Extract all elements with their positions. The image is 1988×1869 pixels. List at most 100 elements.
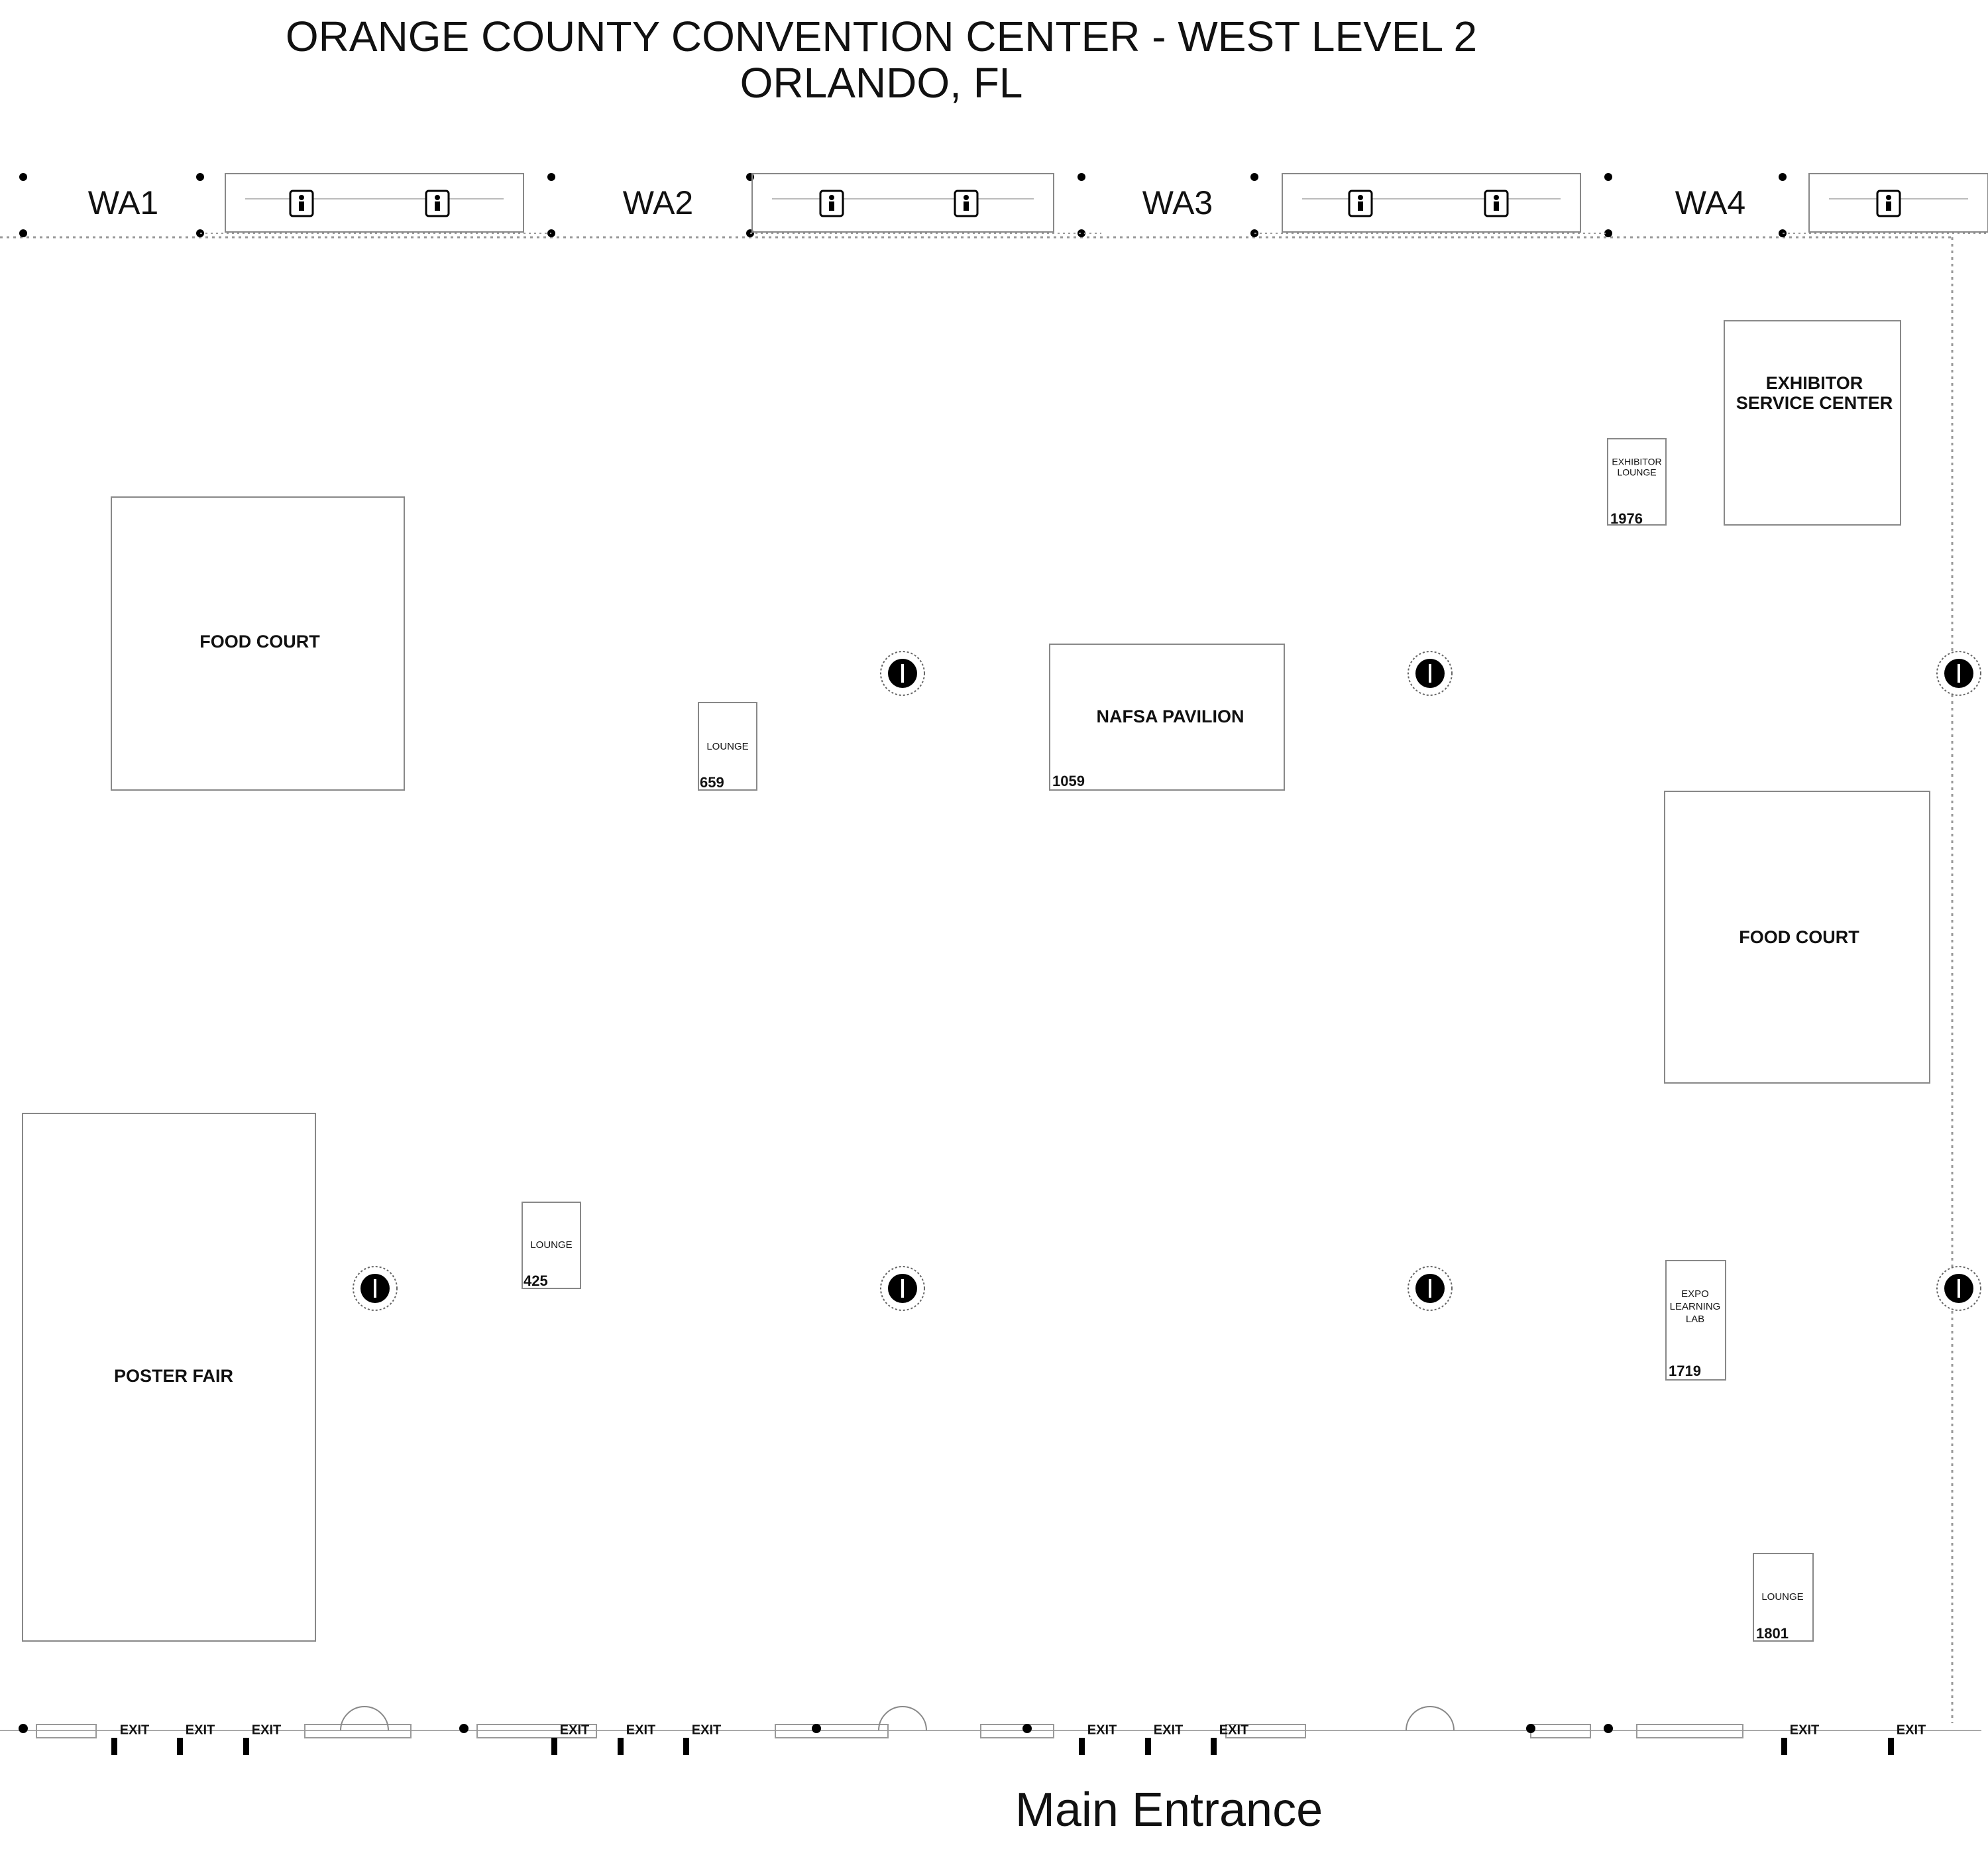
wall-post — [19, 1724, 28, 1733]
wall-post — [19, 173, 27, 181]
exit-door — [1211, 1738, 1217, 1755]
exit-label: EXIT — [626, 1723, 655, 1737]
booth-number: 1801 — [1756, 1625, 1789, 1642]
restroom-icon — [964, 195, 969, 200]
column — [1958, 664, 1960, 683]
wall-segment — [775, 1724, 889, 1738]
booth-number: 1719 — [1669, 1363, 1701, 1379]
booth-number: 1059 — [1052, 773, 1085, 789]
restroom-icon — [1494, 201, 1499, 211]
wall-post — [1022, 1724, 1032, 1733]
exit-door — [177, 1738, 183, 1755]
exit-label: EXIT — [252, 1723, 281, 1737]
room — [1724, 320, 1901, 526]
room-label: LOUNGE — [530, 1239, 572, 1251]
room-label: FOOD COURT — [199, 632, 320, 651]
room — [522, 1202, 581, 1289]
wall-post — [1604, 173, 1612, 181]
room-label: SERVICE CENTER — [1736, 393, 1893, 413]
service-core — [225, 173, 524, 233]
exit-door — [1145, 1738, 1151, 1755]
exit-label: EXIT — [560, 1723, 589, 1737]
exit-door — [1079, 1738, 1085, 1755]
room — [1753, 1553, 1814, 1642]
room-label: POSTER FAIR — [114, 1366, 233, 1386]
exit-label: EXIT — [1154, 1723, 1183, 1737]
booth-number: 1976 — [1610, 510, 1643, 527]
restroom-icon — [1358, 201, 1363, 211]
column — [1958, 1279, 1960, 1298]
exit-label: EXIT — [692, 1723, 721, 1737]
exit-door — [243, 1738, 249, 1755]
column — [901, 1279, 904, 1298]
subtitle: ORLANDO, FL — [740, 59, 1023, 107]
restroom-icon — [435, 195, 440, 200]
exit-label: EXIT — [120, 1723, 149, 1737]
wall-post — [1604, 229, 1612, 237]
restroom-icon — [829, 201, 834, 211]
wall-post — [812, 1724, 821, 1733]
vestibule — [1406, 1706, 1455, 1731]
room-label: LOUNGE — [706, 741, 748, 752]
restroom-icon — [435, 201, 440, 211]
wall-post — [459, 1724, 469, 1733]
exit-door — [1888, 1738, 1894, 1755]
restroom-icon — [1358, 195, 1363, 200]
booth-number: 659 — [700, 774, 724, 791]
room-label: LOUNGE — [1761, 1591, 1803, 1603]
room — [1049, 644, 1285, 791]
wall-post — [547, 173, 555, 181]
title: ORANGE COUNTY CONVENTION CENTER - WEST L… — [286, 13, 1477, 60]
restroom-icon — [299, 195, 304, 200]
exit-door — [1781, 1738, 1787, 1755]
exit-label: EXIT — [1790, 1723, 1819, 1737]
hall-label: WA4 — [1675, 184, 1746, 221]
wall-post — [1526, 1724, 1535, 1733]
room-label: LOUNGE — [1617, 467, 1656, 478]
wall-post — [1077, 229, 1085, 237]
wall-post — [1779, 173, 1787, 181]
room — [698, 702, 757, 791]
restroom-icon — [964, 201, 969, 211]
restroom-icon — [1886, 195, 1891, 200]
room — [1665, 1260, 1726, 1381]
vestibule — [878, 1706, 927, 1731]
wall-segment — [36, 1724, 97, 1738]
service-core — [1282, 173, 1581, 233]
exit-label: EXIT — [1897, 1723, 1926, 1737]
exit-door — [618, 1738, 624, 1755]
room-label: FOOD COURT — [1739, 927, 1859, 947]
column — [1429, 1279, 1431, 1298]
hall-label: WA2 — [623, 184, 694, 221]
column — [1429, 664, 1431, 683]
entrance-label: Main Entrance — [1015, 1784, 1323, 1837]
wall-post — [1250, 173, 1258, 181]
exit-label: EXIT — [1219, 1723, 1248, 1737]
service-core — [751, 173, 1054, 233]
service-core — [1808, 173, 1988, 233]
wall-segment — [476, 1724, 597, 1738]
room — [22, 1113, 316, 1642]
exit-label: EXIT — [1087, 1723, 1117, 1737]
wall-segment — [1636, 1724, 1743, 1738]
room-label: EXHIBITOR — [1766, 373, 1863, 393]
room — [1607, 438, 1667, 526]
wall-post — [1604, 1724, 1613, 1733]
wall-post — [1077, 173, 1085, 181]
exit-door — [683, 1738, 689, 1755]
room-label: NAFSA PAVILION — [1096, 707, 1244, 726]
exit-door — [551, 1738, 557, 1755]
hall-label: WA1 — [88, 184, 159, 221]
restroom-icon — [1886, 201, 1891, 211]
room — [111, 496, 405, 791]
exit-label: EXIT — [186, 1723, 215, 1737]
room-label: EXHIBITOR — [1612, 457, 1661, 467]
wall-segment — [1225, 1724, 1306, 1738]
room-label: LEARNING — [1670, 1301, 1721, 1312]
wall-post — [19, 229, 27, 237]
wall-segment — [304, 1724, 412, 1738]
column — [374, 1279, 376, 1298]
vestibule — [340, 1706, 389, 1731]
